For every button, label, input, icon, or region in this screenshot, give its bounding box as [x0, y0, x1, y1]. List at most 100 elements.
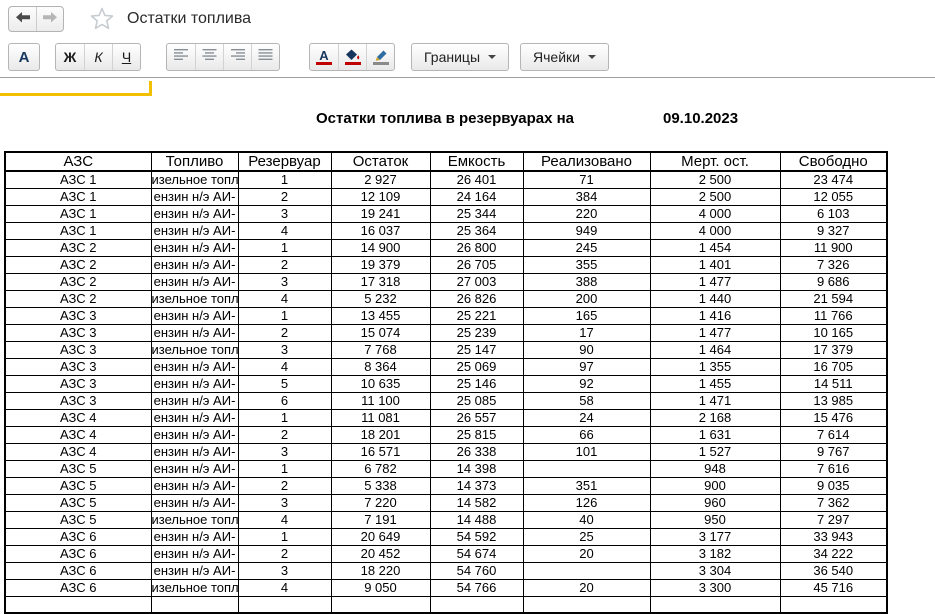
table-cell[interactable] — [522, 562, 651, 580]
table-cell[interactable]: 26 826 — [429, 290, 524, 308]
table-cell[interactable]: 220 — [522, 205, 651, 223]
table-cell[interactable]: АЗС 4 — [4, 426, 152, 444]
table-cell[interactable]: ензин н/э АИ- — [150, 375, 239, 393]
table-cell[interactable]: 1 416 — [649, 307, 781, 325]
borders-dropdown-button[interactable]: Границы — [411, 43, 509, 71]
table-cell[interactable]: 71 — [522, 170, 651, 189]
table-cell[interactable]: 18 201 — [330, 426, 431, 444]
table-cell[interactable]: АЗС 1 — [4, 188, 152, 206]
table-cell[interactable]: 40 — [522, 511, 651, 529]
table-cell[interactable] — [4, 596, 152, 613]
table-cell[interactable]: ензин н/э АИ- — [150, 392, 239, 410]
table-cell[interactable]: 12 109 — [330, 188, 431, 206]
align-justify-button[interactable] — [251, 44, 279, 70]
table-cell[interactable]: АЗС 3 — [4, 324, 152, 342]
table-cell[interactable]: 25 344 — [429, 205, 524, 223]
table-cell[interactable]: 351 — [522, 477, 651, 495]
fill-color-button[interactable] — [338, 44, 366, 70]
table-cell[interactable]: ензин н/э АИ- — [150, 494, 239, 512]
table-cell[interactable]: 1 — [237, 460, 332, 478]
table-cell[interactable]: 25 239 — [429, 324, 524, 342]
table-cell[interactable]: 17 379 — [779, 341, 888, 359]
table-cell[interactable]: 5 338 — [330, 477, 431, 495]
table-cell[interactable]: 92 — [522, 375, 651, 393]
table-cell[interactable]: 126 — [522, 494, 651, 512]
table-cell[interactable]: 25 — [522, 528, 651, 546]
table-cell[interactable]: ензин н/э АИ- — [150, 188, 239, 206]
table-cell[interactable]: 90 — [522, 341, 651, 359]
table-cell[interactable]: 97 — [522, 358, 651, 376]
table-cell[interactable]: АЗС 3 — [4, 375, 152, 393]
table-cell[interactable]: 9 767 — [779, 443, 888, 461]
spreadsheet-area[interactable]: Остатки топлива в резервуарах на 09.10.2… — [0, 79, 935, 614]
table-cell[interactable]: АЗС 3 — [4, 341, 152, 359]
table-cell[interactable]: 14 582 — [429, 494, 524, 512]
table-cell[interactable]: 2 500 — [649, 188, 781, 206]
table-cell[interactable]: 4 000 — [649, 222, 781, 240]
table-cell[interactable]: 1 — [237, 307, 332, 325]
table-cell[interactable]: АЗС 6 — [4, 562, 152, 580]
table-cell[interactable]: АЗС 2 — [4, 273, 152, 291]
align-center-button[interactable] — [195, 44, 223, 70]
table-cell[interactable]: 3 — [237, 273, 332, 291]
table-cell[interactable]: 25 085 — [429, 392, 524, 410]
table-cell[interactable]: 11 081 — [330, 409, 431, 427]
table-cell[interactable]: 2 — [237, 477, 332, 495]
table-cell[interactable]: АЗС 2 — [4, 256, 152, 274]
table-cell[interactable]: 5 232 — [330, 290, 431, 308]
table-cell[interactable]: 1 401 — [649, 256, 781, 274]
table-cell[interactable]: 6 — [237, 392, 332, 410]
column-header[interactable]: Мерт. ост. — [649, 151, 781, 172]
table-cell[interactable]: 25 364 — [429, 222, 524, 240]
column-header[interactable]: АЗС — [4, 151, 152, 172]
table-cell[interactable]: 1 454 — [649, 239, 781, 257]
table-cell[interactable]: изельное топл — [150, 290, 239, 308]
table-cell[interactable]: ензин н/э АИ- — [150, 358, 239, 376]
table-cell[interactable]: 7 768 — [330, 341, 431, 359]
cells-dropdown-button[interactable]: Ячейки — [520, 43, 609, 71]
table-cell[interactable]: АЗС 3 — [4, 358, 152, 376]
table-cell[interactable]: 15 074 — [330, 324, 431, 342]
table-cell[interactable]: 4 — [237, 579, 332, 597]
table-cell[interactable]: 388 — [522, 273, 651, 291]
table-cell[interactable]: 3 — [237, 205, 332, 223]
table-cell[interactable]: 19 241 — [330, 205, 431, 223]
table-cell[interactable]: 1 631 — [649, 426, 781, 444]
table-cell[interactable]: 54 760 — [429, 562, 524, 580]
table-cell[interactable]: 9 327 — [779, 222, 888, 240]
table-cell[interactable]: 17 — [522, 324, 651, 342]
table-cell[interactable] — [237, 596, 332, 613]
table-cell[interactable]: 3 — [237, 341, 332, 359]
table-cell[interactable]: АЗС 3 — [4, 392, 152, 410]
table-cell[interactable]: 25 069 — [429, 358, 524, 376]
table-cell[interactable]: ензин н/э АИ- — [150, 307, 239, 325]
table-cell[interactable] — [150, 596, 239, 613]
table-cell[interactable]: изельное топл — [150, 170, 239, 189]
table-cell[interactable]: 20 649 — [330, 528, 431, 546]
table-cell[interactable]: ензин н/э АИ- — [150, 460, 239, 478]
table-cell[interactable]: 58 — [522, 392, 651, 410]
table-cell[interactable]: АЗС 6 — [4, 545, 152, 563]
table-cell[interactable]: 949 — [522, 222, 651, 240]
table-cell[interactable]: ензин н/э АИ- — [150, 426, 239, 444]
table-cell[interactable]: 66 — [522, 426, 651, 444]
table-cell[interactable]: 10 165 — [779, 324, 888, 342]
table-cell[interactable]: АЗС 5 — [4, 511, 152, 529]
table-cell[interactable]: 2 — [237, 324, 332, 342]
table-cell[interactable]: 25 147 — [429, 341, 524, 359]
favorite-star-icon[interactable] — [90, 7, 114, 30]
table-cell[interactable]: 1 477 — [649, 273, 781, 291]
column-header[interactable]: Резервуар — [237, 151, 332, 172]
underline-button[interactable]: Ч — [112, 44, 140, 70]
line-color-button[interactable] — [366, 44, 394, 70]
table-cell[interactable]: 54 674 — [429, 545, 524, 563]
table-cell[interactable]: 1 471 — [649, 392, 781, 410]
table-cell[interactable]: ензин н/э АИ- — [150, 443, 239, 461]
table-cell[interactable]: 26 800 — [429, 239, 524, 257]
table-cell[interactable]: 36 540 — [779, 562, 888, 580]
bold-button[interactable]: Ж — [63, 49, 77, 65]
table-cell[interactable]: 101 — [522, 443, 651, 461]
table-cell[interactable]: 16 571 — [330, 443, 431, 461]
table-cell[interactable]: 1 — [237, 239, 332, 257]
table-cell[interactable]: 2 — [237, 256, 332, 274]
